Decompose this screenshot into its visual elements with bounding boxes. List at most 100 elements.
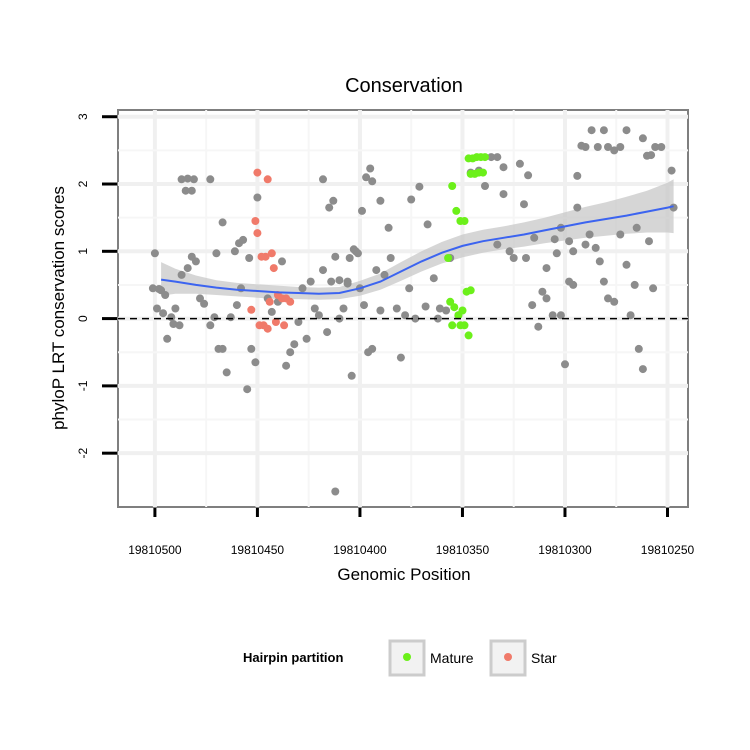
data-point [253, 193, 262, 202]
data-point [175, 321, 184, 330]
series-mature [444, 153, 489, 340]
data-point [481, 182, 489, 190]
data-point [595, 257, 604, 266]
y-tick-label: 2 [76, 180, 90, 187]
data-point [405, 284, 414, 293]
x-tick-label: 19810350 [436, 543, 490, 557]
data-point [634, 344, 643, 353]
legend-label-mature: Mature [430, 650, 474, 666]
data-point [499, 190, 508, 199]
data-point [380, 270, 389, 279]
data-point [183, 264, 192, 273]
data-point [499, 163, 508, 172]
data-point [302, 334, 311, 343]
data-point [448, 182, 457, 190]
data-point [368, 344, 377, 353]
data-point [362, 173, 371, 182]
data-point [384, 223, 393, 232]
series-other [148, 126, 678, 496]
data-point [657, 143, 666, 151]
x-axis-title: Genomic Position [337, 565, 470, 584]
data-point [651, 143, 660, 151]
plot-panel [117, 109, 689, 508]
data-point [630, 280, 639, 289]
data-point [323, 328, 332, 337]
data-point [218, 344, 227, 353]
data-point [509, 254, 518, 262]
data-point [604, 294, 612, 303]
data-point [581, 143, 590, 151]
data-point [177, 175, 186, 184]
data-point [435, 304, 444, 313]
data-point [148, 284, 157, 293]
data-point [552, 249, 561, 258]
data-point [306, 277, 315, 286]
data-point [649, 284, 658, 293]
points [148, 126, 678, 496]
data-point [569, 280, 578, 289]
data-point [319, 266, 327, 275]
data-point [493, 153, 502, 162]
data-point [310, 304, 319, 313]
data-point [616, 143, 625, 151]
data-point [479, 168, 487, 177]
y-tick-label: -2 [76, 448, 90, 459]
data-point [415, 182, 424, 191]
data-point [243, 385, 252, 394]
legend: Hairpin partition Mature Star [243, 639, 557, 677]
data-point [218, 218, 227, 227]
data-point [278, 257, 286, 266]
data-point [200, 299, 209, 308]
data-point [232, 301, 241, 310]
data-point [542, 264, 551, 273]
data-point [280, 321, 289, 330]
data-point [189, 175, 198, 184]
data-point [226, 313, 235, 322]
data-point [345, 254, 354, 262]
data-point [376, 196, 385, 205]
data-point [247, 305, 256, 314]
data-point [616, 230, 625, 239]
data-point [169, 320, 178, 328]
data-point [212, 249, 221, 258]
data-point [343, 277, 352, 286]
data-point [251, 358, 260, 367]
data-point [191, 257, 200, 266]
data-point [331, 252, 340, 261]
y-tick-label: 3 [76, 113, 90, 120]
data-point [253, 229, 262, 238]
data-point [251, 217, 260, 225]
data-point [187, 186, 196, 195]
data-point [610, 297, 619, 306]
legend-title: Hairpin partition [243, 650, 343, 665]
data-point [360, 301, 368, 310]
data-point [481, 153, 489, 162]
data-point [569, 247, 578, 256]
legend-swatch-star [504, 653, 512, 661]
data-point [442, 306, 451, 315]
data-point [331, 487, 340, 496]
data-point [528, 301, 537, 310]
data-point [622, 260, 631, 269]
data-point [263, 324, 272, 333]
data-point [444, 254, 453, 262]
legend-swatch-mature [403, 653, 411, 661]
smooth-line [160, 205, 674, 295]
data-point [456, 321, 465, 330]
y-tick-label: -1 [76, 380, 90, 391]
data-point [163, 334, 172, 343]
data-point [604, 143, 612, 151]
data-point [372, 266, 381, 275]
data-point [638, 134, 647, 143]
data-point [294, 318, 303, 326]
data-point [524, 171, 533, 180]
data-point [159, 309, 168, 318]
data-point [645, 237, 653, 246]
x-tick-label: 19810250 [641, 543, 695, 557]
data-point [421, 302, 430, 311]
data-point [515, 159, 524, 168]
x-axis: 19810500 19810450 19810400 19810350 19810300… [128, 508, 695, 557]
data-point [267, 249, 276, 258]
data-point [610, 146, 619, 155]
